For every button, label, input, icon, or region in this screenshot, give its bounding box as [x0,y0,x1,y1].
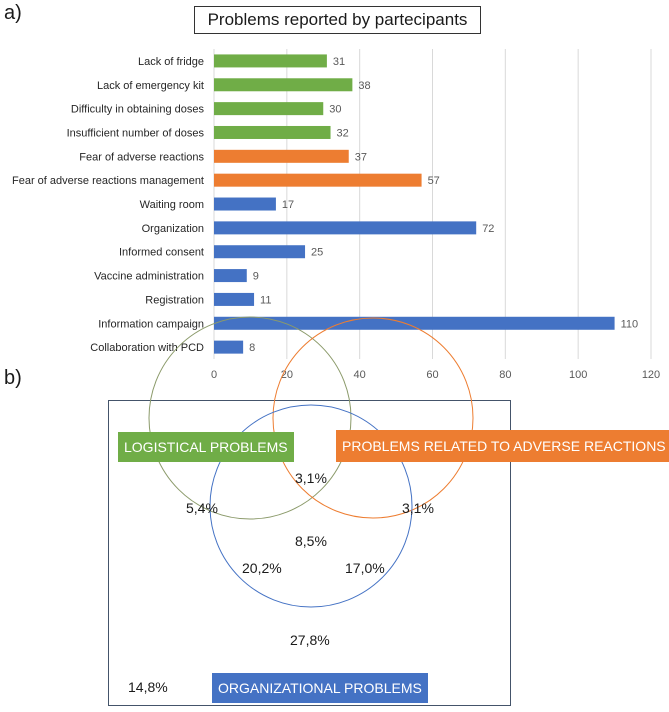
x-tick-label: 20 [281,369,293,380]
value-label: 38 [358,80,370,92]
value-label: 110 [621,318,639,330]
bars [214,54,615,354]
x-tick-labels: 0 20 40 60 80 100 120 [211,369,660,380]
value-label: 32 [337,127,349,139]
x-tick-label: 100 [569,369,587,380]
category-label: Registration [145,294,204,306]
chart-title: Problems reported by partecipants [194,6,481,34]
value-label: 25 [311,247,323,259]
bar [214,54,327,68]
pct-adverse-organizational: 17,0% [345,560,385,576]
pct-all-three: 8,5% [295,533,327,549]
category-label: Difficulty in obtaining doses [71,104,205,116]
value-label: 17 [282,199,294,211]
pct-logistical-adverse: 3,1% [295,470,327,486]
category-labels: Lack of fridge Lack of emergency kit Diffi… [12,56,204,354]
bar [214,316,615,330]
category-label: Insufficient number of doses [67,127,205,139]
gridlines [213,49,652,360]
category-label: Fear of adverse reactions [79,151,204,163]
category-label: Organization [142,223,204,235]
panel-b-label: b) [4,367,22,389]
x-tick-label: 40 [354,369,366,380]
x-tick-label: 60 [426,369,438,380]
value-label: 57 [428,175,440,187]
bar [214,221,477,235]
value-labels: 31 38 30 32 37 57 17 72 25 911 110 8 [249,56,638,354]
bar [214,197,276,211]
value-label: 9 [253,271,259,283]
bar [214,78,353,92]
bar-chart: Lack of fridge Lack of emergency kit Diffi… [12,49,660,380]
value-label: 37 [355,151,367,163]
value-label: 31 [333,56,345,68]
pct-only-adverse: 3,1% [402,500,434,516]
value-label: 11 [260,294,271,306]
adverse-reactions-problems-label: PROBLEMS RELATED TO ADVERSE REACTIONS [336,430,669,462]
category-label: Waiting room [140,199,204,211]
pct-logistical-organizational: 20,2% [242,560,282,576]
x-tick-label: 0 [211,369,217,380]
pct-only-organizational: 27,8% [290,632,330,648]
category-label: Collaboration with PCD [90,342,204,354]
bar [214,102,324,116]
bar [214,245,306,259]
category-label: Vaccine administration [94,271,204,283]
category-label: Fear of adverse reactions management [12,175,204,187]
category-label: Information campaign [98,318,204,330]
x-tick-label: 120 [642,369,660,380]
value-label: 30 [329,104,341,116]
bar [214,149,349,163]
organizational-problems-label: ORGANIZATIONAL PROBLEMS [212,673,428,703]
pct-only-logistical: 5,4% [186,500,218,516]
panel-a-label: a) [4,2,22,24]
bar [214,173,422,187]
bar [214,125,331,139]
logistical-problems-label: LOGISTICAL PROBLEMS [118,432,294,462]
category-label: Lack of fridge [138,56,204,68]
x-tick-label: 80 [499,369,511,380]
bar [214,340,244,354]
value-label: 8 [249,342,255,354]
bar [214,292,255,306]
pct-none: 14,8% [128,679,168,695]
category-label: Informed consent [119,247,204,259]
bar [214,269,247,283]
value-label: 72 [482,223,494,235]
category-label: Lack of emergency kit [97,80,204,92]
